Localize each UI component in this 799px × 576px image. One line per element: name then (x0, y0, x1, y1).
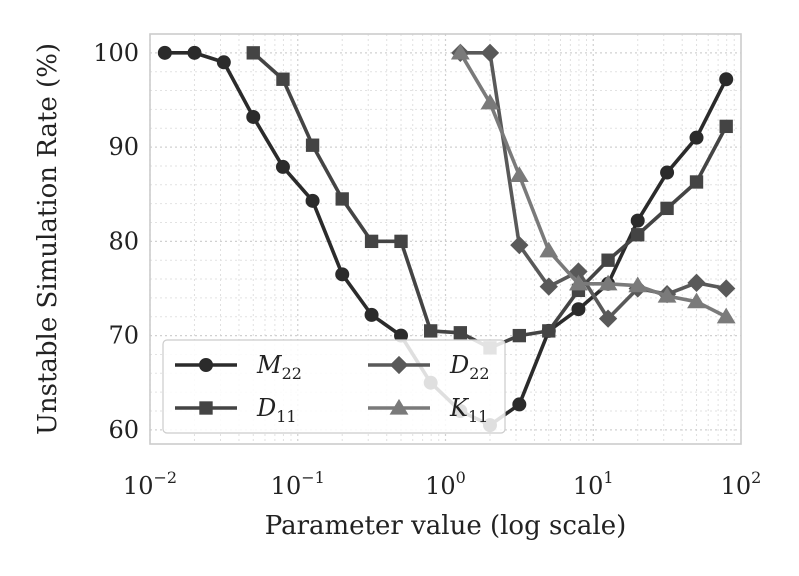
data-point-M22 (719, 72, 734, 87)
x-tick-label: 10−1 (271, 468, 325, 500)
data-point-D11 (424, 324, 438, 338)
plot-frame (149, 33, 742, 445)
data-point-D11 (631, 228, 645, 242)
data-point-M22 (305, 193, 320, 208)
series-line-K11 (458, 51, 728, 319)
data-point-D22 (480, 43, 500, 63)
data-point-D11 (335, 192, 349, 206)
y-tick-label: 70 (108, 322, 139, 350)
data-point-D22 (510, 235, 529, 255)
data-point-D11 (305, 138, 320, 152)
data-point-D11 (512, 328, 527, 343)
data-point-K11 (657, 286, 677, 303)
data-point-M22 (157, 45, 172, 60)
data-point-D11 (689, 175, 704, 189)
x-axis-ticks: 10−2 10−1 100 101 102 (123, 468, 761, 500)
data-point-M22 (187, 45, 202, 60)
data-point-M22 (275, 159, 290, 174)
data-point-D11 (660, 201, 674, 216)
data-point-D11 (364, 234, 379, 249)
data-point-M22 (246, 109, 261, 124)
x-tick-label: 100 (425, 468, 466, 500)
data-point-M22 (335, 267, 350, 282)
legend-item-K11: K11 (368, 394, 488, 426)
data-point-M22 (364, 307, 379, 322)
series-K11 (450, 43, 736, 324)
legend-item-D11: D11 (175, 394, 297, 426)
x-tick-label: 102 (721, 468, 762, 500)
data-point-D22 (598, 309, 618, 328)
legend-marker (199, 358, 213, 372)
data-point-D22 (539, 277, 558, 296)
data-point-K11 (539, 241, 559, 258)
data-point-M22 (571, 302, 586, 317)
data-point-M22 (630, 213, 645, 228)
legend-label: D11 (256, 394, 297, 426)
data-point-K11 (569, 274, 588, 291)
legend-marker (389, 398, 409, 415)
grid (149, 33, 741, 444)
data-point-D11 (542, 324, 556, 338)
y-tick-label: 60 (108, 416, 139, 444)
data-point-D11 (719, 119, 733, 134)
y-tick-label: 80 (108, 227, 139, 255)
data-point-M22 (512, 397, 527, 412)
data-point-D11 (276, 72, 290, 86)
y-axis-ticks: 60 70 80 90 100 (93, 39, 139, 444)
data-point-K11 (509, 166, 529, 182)
data-point-D11 (246, 46, 260, 60)
data-point-M22 (660, 165, 675, 180)
x-axis-label: Parameter value (log scale) (265, 511, 627, 541)
data-point-K11 (480, 93, 500, 110)
legend-label: M22 (256, 351, 302, 383)
data-point-M22 (216, 55, 231, 70)
data-point-D22 (717, 279, 736, 298)
data-point-K11 (716, 307, 736, 324)
data-point-D11 (601, 253, 615, 267)
legend-label: D22 (449, 351, 490, 383)
legend: M22 D11 D22 K11 (162, 339, 506, 434)
data-point-K11 (450, 43, 470, 60)
legend-item-M22: M22 (175, 351, 302, 383)
legend-marker (389, 355, 409, 375)
legend-label: K11 (449, 394, 488, 426)
data-point-K11 (598, 274, 618, 291)
x-tick-label: 10−2 (123, 468, 177, 500)
series-line-D22 (460, 51, 727, 321)
legend-item-D22: D22 (368, 351, 490, 383)
data-point-K11 (628, 276, 648, 293)
data-point-D11 (453, 326, 468, 340)
y-axis-label: Unstable Simulation Rate (%) (33, 43, 63, 435)
data-point-K11 (687, 292, 706, 309)
data-point-D11 (394, 234, 408, 249)
y-tick-label: 90 (108, 133, 139, 161)
data-point-M22 (689, 130, 704, 145)
x-tick-label: 101 (573, 468, 614, 500)
y-tick-label: 100 (93, 39, 139, 67)
data-point-D22 (687, 273, 706, 292)
legend-marker (199, 401, 213, 415)
